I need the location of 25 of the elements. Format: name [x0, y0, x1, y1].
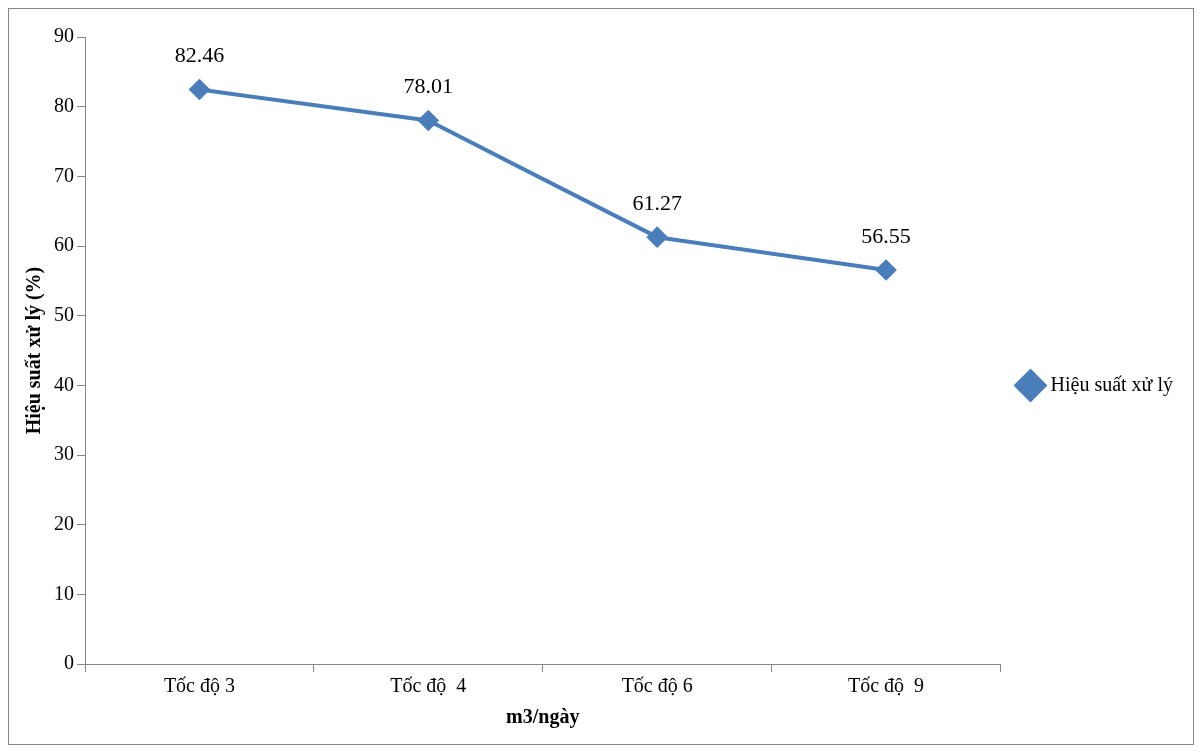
point — [876, 260, 897, 281]
data-label: 78.01 — [403, 73, 454, 99]
y-tick-label: 60 — [54, 233, 74, 256]
y-tick-label: 80 — [54, 93, 74, 116]
y-tick-label: 40 — [54, 372, 74, 395]
y-tick-label: 0 — [64, 651, 74, 674]
x-tick-label: Tốc độ 6 — [621, 674, 693, 697]
legend-label: Hiệu suất xử lý — [1050, 372, 1174, 396]
point — [418, 110, 439, 131]
y-axis-title: Hiệu suất xử lý (%) — [22, 266, 46, 435]
point — [647, 227, 668, 248]
x-tick-label: Tốc độ 4 — [390, 674, 467, 697]
x-tick-label: Tốc độ 3 — [163, 674, 235, 697]
data-label: 61.27 — [632, 189, 682, 215]
y-tick-label: 30 — [54, 442, 74, 465]
x-axis-title: m3/ngày — [506, 705, 580, 729]
point — [189, 79, 210, 100]
y-tick-label: 20 — [54, 511, 74, 534]
y-tick-label: 10 — [54, 581, 74, 604]
data-label: 82.46 — [174, 42, 225, 68]
y-tick-label: 70 — [54, 163, 74, 186]
x-tick-label: Tốc độ 9 — [848, 674, 925, 697]
data-label: 56.55 — [861, 222, 911, 248]
y-tick-label: 50 — [54, 302, 74, 325]
y-tick-label: 90 — [54, 24, 74, 47]
